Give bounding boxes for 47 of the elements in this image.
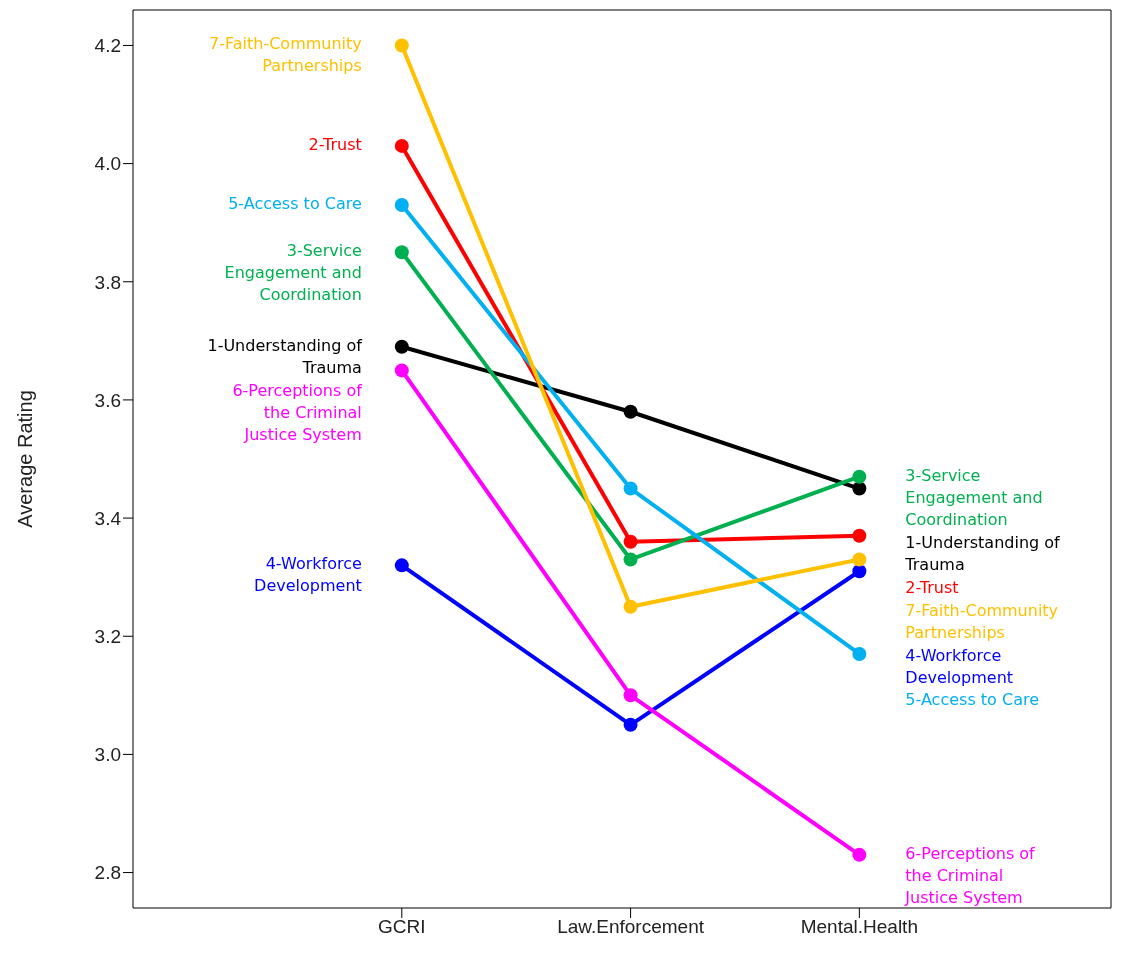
- point: [623, 404, 638, 419]
- point: [623, 534, 638, 549]
- point: [852, 564, 867, 579]
- text: 4-Workforce Development: [254, 554, 362, 596]
- point: [394, 38, 409, 53]
- text: 2-Trust: [905, 577, 959, 597]
- y-axis-title: Average Rating: [14, 390, 36, 528]
- point: [852, 552, 867, 567]
- point: [394, 245, 409, 260]
- y-tick-label: 4.2: [94, 35, 121, 57]
- point: [623, 552, 638, 567]
- y-tick-label: 3.2: [94, 625, 121, 647]
- y-tick-label: 3.8: [94, 271, 121, 293]
- x-tick-label: Law.Enforcement: [557, 916, 705, 938]
- text: 3-Service Engagement and Coordination: [905, 465, 1043, 529]
- text: 6-Perceptions of the Criminal Justice System: [905, 843, 1035, 907]
- point: [623, 481, 638, 496]
- text: 7-Faith-Community Partnerships: [905, 600, 1059, 642]
- y-tick-label: 3.0: [94, 744, 121, 766]
- x-tick-label: GCRI: [378, 916, 426, 938]
- y-tick-label: 4.0: [94, 153, 121, 175]
- point: [852, 469, 867, 484]
- text: 3-Service Engagement and Coordination: [224, 241, 362, 305]
- point: [623, 717, 638, 732]
- text: 5-Access to Care: [228, 193, 362, 213]
- point: [394, 138, 409, 153]
- text: 4-Workforce Development: [905, 645, 1014, 687]
- text: 1-Understanding of Trauma: [207, 335, 363, 377]
- y-tick-label: 3.6: [94, 389, 121, 411]
- x-tick-label: Mental.Health: [800, 916, 918, 938]
- text: 2-Trust: [308, 134, 362, 154]
- point: [394, 363, 409, 378]
- point: [394, 197, 409, 212]
- point: [852, 481, 867, 496]
- point: [852, 847, 867, 862]
- point: [394, 558, 409, 573]
- text: 7-Faith-Community Partnerships: [209, 34, 362, 76]
- point: [852, 646, 867, 661]
- text: 6-Perceptions of the Criminal Justice System: [232, 380, 363, 444]
- point: [623, 688, 638, 703]
- text: 5-Access to Care: [905, 690, 1040, 710]
- text: 1-Understanding of Trauma: [905, 532, 1060, 574]
- y-tick-label: 3.4: [94, 507, 122, 529]
- point: [394, 339, 409, 354]
- point: [623, 599, 638, 614]
- point: [852, 528, 867, 543]
- y-tick-label: 2.8: [94, 862, 121, 884]
